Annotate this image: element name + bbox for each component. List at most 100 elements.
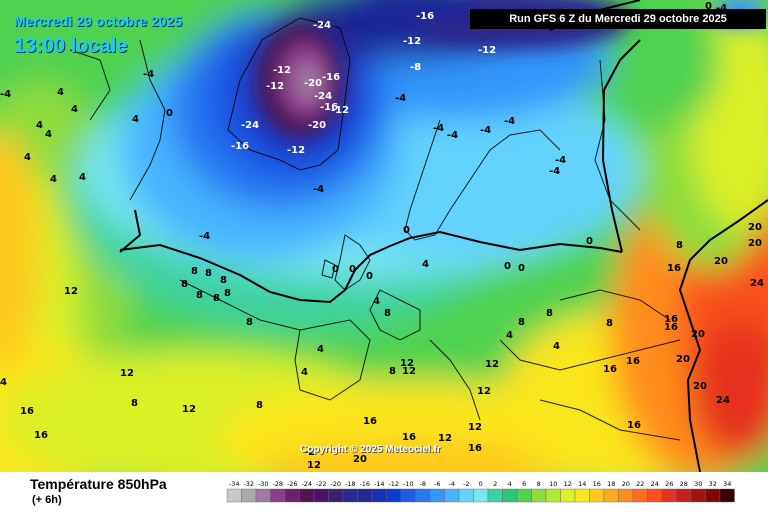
legend-tick-label: -26 (287, 480, 298, 488)
isotherm-label: 12 (402, 366, 416, 377)
isotherm-label: 8 (181, 279, 188, 290)
isotherm-label: 4 (36, 120, 43, 131)
isotherm-label: 0 (403, 225, 410, 236)
isotherm-label: 8 (546, 308, 553, 319)
isotherm-label: 8 (205, 268, 212, 279)
isotherm-label: 0 (332, 264, 339, 275)
legend-tick-label: -32 (243, 480, 254, 488)
forecast-time: 13:00 locale (14, 35, 128, 57)
legend-swatch (676, 488, 692, 503)
run-info: Run GFS 6 Z du Mercredi 29 octobre 2025 (470, 9, 766, 29)
isotherm-label: -8 (410, 62, 421, 73)
legend-swatch (429, 488, 445, 503)
legend-tick-label: 2 (493, 480, 497, 488)
legend-tick-label: 10 (549, 480, 557, 488)
isotherm-label: 12 (182, 404, 196, 415)
isotherm-label: -12 (403, 36, 421, 47)
isotherm-label: 8 (389, 366, 396, 377)
isotherm-label: 8 (384, 308, 391, 319)
isotherm-label: 20 (714, 256, 728, 267)
isotherm-label: -4 (480, 125, 491, 136)
isotherm-label: -24 (241, 120, 259, 131)
legend-swatch (313, 488, 329, 503)
legend-swatch (444, 488, 460, 503)
legend-swatch (342, 488, 358, 503)
isotherm-label: -4 (504, 116, 515, 127)
isotherm-label: -12 (331, 105, 349, 116)
legend-tick-label: -2 (463, 480, 469, 488)
isotherm-label: 16 (34, 430, 48, 441)
legend-tick-label: -30 (258, 480, 269, 488)
legend-swatch (255, 488, 271, 503)
legend-tick-label: 18 (607, 480, 615, 488)
isotherm-label: 4 (24, 152, 31, 163)
isotherm-label: 16 (626, 356, 640, 367)
isotherm-label: 8 (213, 293, 220, 304)
isotherm-label: 4 (132, 114, 139, 125)
isotherm-label: 24 (716, 395, 730, 406)
isotherm-label: -4 (0, 89, 11, 100)
legend-tick-label: 32 (709, 480, 717, 488)
isotherm-label: 20 (748, 238, 762, 249)
legend-tick-label: 16 (593, 480, 601, 488)
isotherm-label: -16 (320, 102, 338, 113)
coastlines (69, 17, 681, 441)
isotherm-label: -4 (199, 231, 210, 242)
isotherm-label: 0 (705, 1, 712, 12)
isotherm-label: 4 (50, 174, 57, 185)
legend-tick-label: 6 (522, 480, 526, 488)
isotherm-label: 16 (468, 443, 482, 454)
isotherm-label: -12 (266, 81, 284, 92)
isotherm-label: -16 (322, 72, 340, 83)
contour-labels: -24-16-12-12-8-12-20-16-12-24-16-12-24 -2… (0, 1, 764, 471)
color-legend: -34 -32 -30 -28 -26 -24 -22 -20 -18 -16 -14 -12 -10-… (226, 480, 735, 503)
isotherm-label: -4 (555, 155, 566, 166)
isotherm-label: 16 (664, 322, 678, 333)
isotherm-label: -4 (716, 3, 727, 14)
isotherm-label: 4 (506, 330, 513, 341)
isotherm-label: 16 (603, 364, 617, 375)
isotherm-label: 12 (477, 386, 491, 397)
isotherm-label: 20 (676, 354, 690, 365)
isotherm-label: 8 (220, 275, 227, 286)
isotherm-label: -4 (313, 184, 324, 195)
legend-swatch (284, 488, 300, 503)
legend-tick-label: 24 (651, 480, 659, 488)
isotherm-label: 4 (0, 377, 7, 388)
legend-swatch (603, 488, 619, 503)
isotherm-label: 12 (64, 286, 78, 297)
legend-tick-label: -28 (272, 480, 283, 488)
isotherm-label: 4 (317, 344, 324, 355)
temperature-field (0, 0, 768, 472)
legend-swatch (705, 488, 721, 503)
isotherm-label: 0 (166, 108, 173, 119)
legend-tick-label: 28 (680, 480, 688, 488)
isotherm-label: -12 (478, 45, 496, 56)
isotherm-label: 4 (79, 172, 86, 183)
isotherm-label: 8 (224, 288, 231, 299)
legend-swatch (531, 488, 547, 503)
isotherm-label: 0 (504, 261, 511, 272)
isotherm-label: 8 (256, 400, 263, 411)
isotherm-label: 4 (57, 87, 64, 98)
isotherm-label: -2 (304, 447, 315, 458)
isotherm-label: 0 (518, 263, 525, 274)
isotherm-label: 20 (748, 222, 762, 233)
legend-swatch (647, 488, 663, 503)
isotherm-label: 16 (20, 406, 34, 417)
isotherm-lines (119, 0, 768, 472)
isotherm-label: 4 (422, 259, 429, 270)
isotherm-label: 24 (750, 278, 764, 289)
legend-swatch (328, 488, 344, 503)
legend-swatch (618, 488, 634, 503)
isotherm-label: -20 (304, 78, 322, 89)
legend-swatch (690, 488, 706, 503)
isotherm-label: 8 (131, 398, 138, 409)
isotherm-label: 12 (468, 422, 482, 433)
isotherm-label: 20 (693, 381, 707, 392)
legend-tick-label: 14 (578, 480, 586, 488)
legend-tick-label: 26 (665, 480, 673, 488)
temperature-map: -24-16-12-12-8-12-20-16-12-24-16-12-24 -2… (0, 0, 768, 472)
legend-tick-label: 30 (694, 480, 702, 488)
legend-tick-label: -20 (330, 480, 341, 488)
